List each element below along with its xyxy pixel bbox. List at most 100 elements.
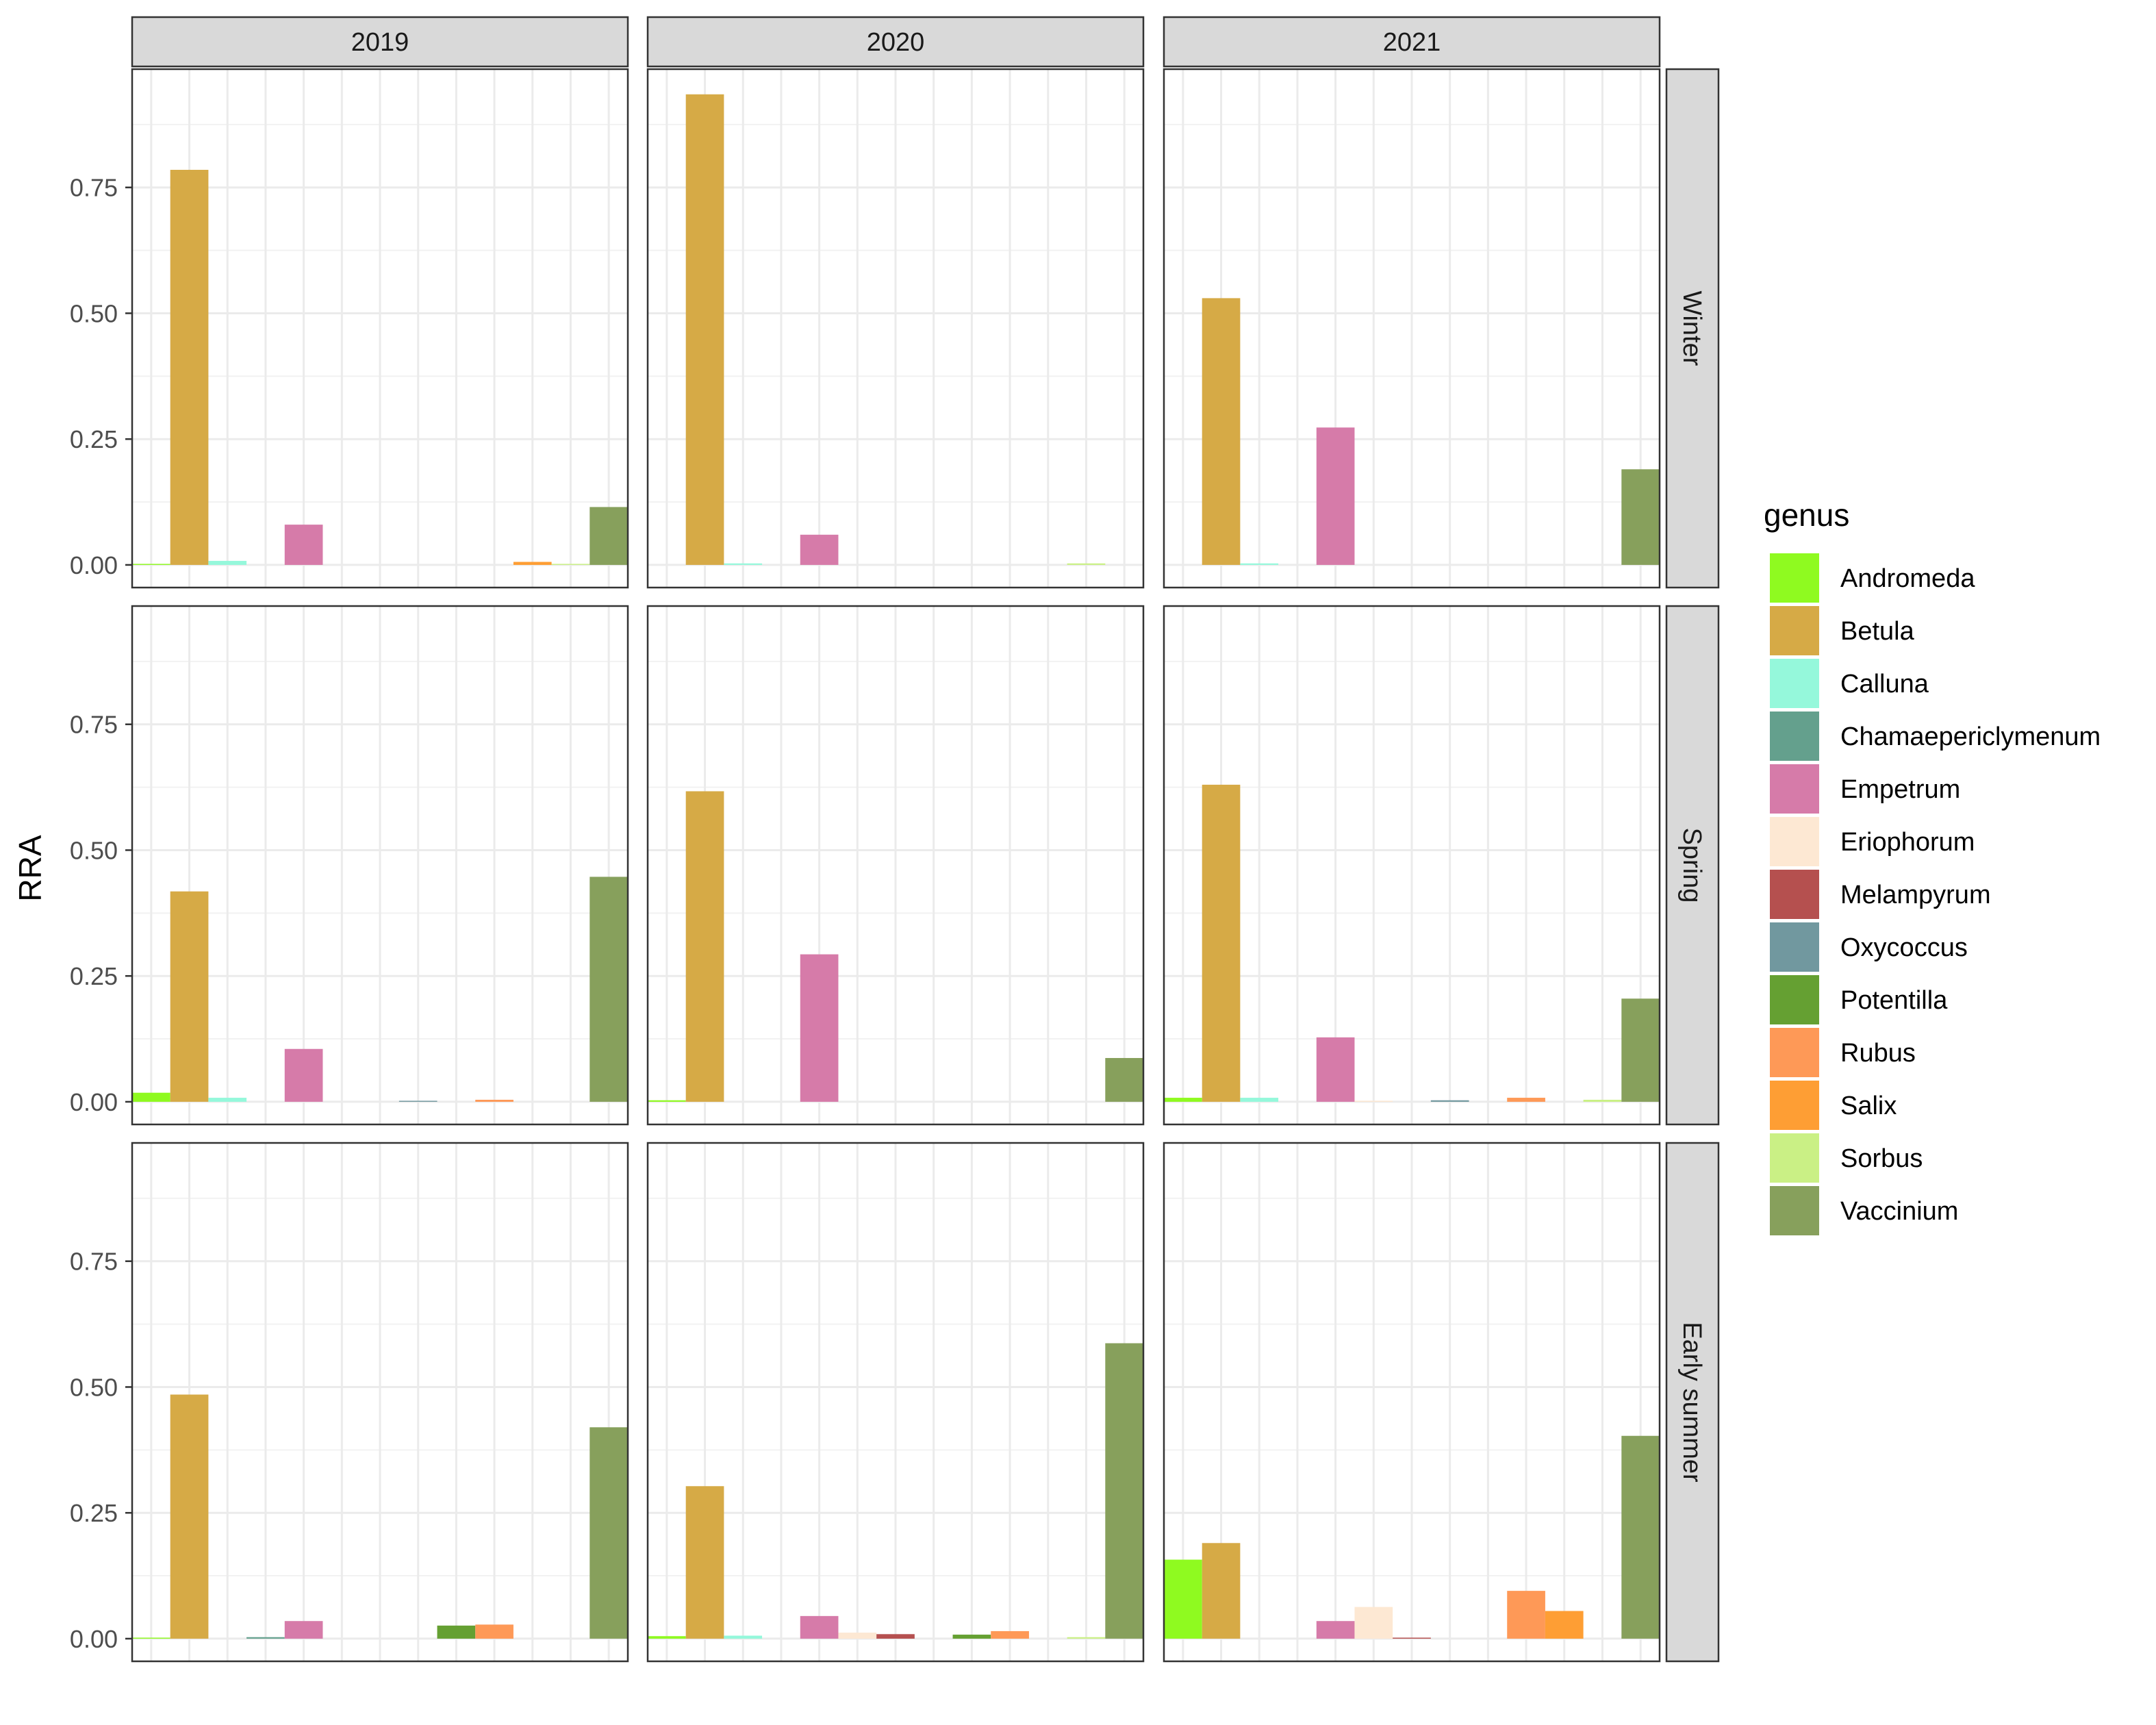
panel-2019-winter: [131, 68, 629, 589]
bar-oxycoccus: [1430, 1100, 1469, 1102]
bar-andromeda: [1164, 1559, 1202, 1639]
bar-betula: [170, 1394, 209, 1639]
bar-betula: [685, 1486, 724, 1639]
bar-vaccinium: [1105, 1057, 1143, 1102]
legend-key-potentilla: [1770, 975, 1819, 1024]
panel-border: [1163, 605, 1661, 1126]
bar-potentilla: [437, 1625, 476, 1639]
bar-potentilla: [952, 1635, 991, 1639]
y-tick-label: 0.00: [70, 551, 118, 579]
panel-border: [131, 1142, 629, 1663]
legend-key-chamaepericlymenum: [1770, 712, 1819, 761]
legend-key-eriophorum: [1770, 817, 1819, 866]
bar-eriophorum: [1354, 1607, 1393, 1639]
bar-andromeda: [648, 1636, 686, 1639]
bar-rubus: [475, 1099, 513, 1102]
bar-betula: [1202, 784, 1241, 1102]
bar-andromeda: [132, 1637, 170, 1639]
bar-andromeda: [648, 1100, 686, 1102]
bar-empetrum: [284, 1621, 323, 1639]
y-tick-label: 0.00: [70, 1625, 118, 1653]
bar-sorbus: [1067, 563, 1106, 565]
bar-betula: [170, 169, 209, 565]
panel-border: [646, 605, 1145, 1126]
panel-border: [1163, 1142, 1661, 1663]
y-tick-label: 0.50: [70, 1373, 118, 1401]
legend-label-sorbus: Sorbus: [1840, 1144, 1923, 1173]
legend-title: genus: [1764, 497, 1849, 533]
season-strip: [1665, 68, 1720, 589]
panel-2019-early-summer: [131, 1142, 629, 1663]
bar-empetrum: [1316, 427, 1355, 565]
bar-betula: [1202, 298, 1241, 565]
panel-2021-winter: [1163, 68, 1661, 589]
y-tick-label: 0.50: [70, 299, 118, 327]
y-tick-label: 0.25: [70, 425, 118, 453]
panel-border: [646, 1142, 1145, 1663]
bar-empetrum: [284, 1048, 323, 1102]
legend-label-melampyrum: Melampyrum: [1840, 881, 1991, 909]
panel-2020-early-summer: [646, 1142, 1145, 1663]
panel-2021-spring: [1163, 605, 1661, 1126]
legend-key-salix: [1770, 1081, 1819, 1130]
y-tick-label: 0.00: [70, 1088, 118, 1116]
bar-rubus: [991, 1630, 1029, 1639]
bar-andromeda: [1164, 1098, 1202, 1102]
bar-oxycoccus: [398, 1100, 437, 1102]
panel-2020-spring: [646, 605, 1145, 1126]
bar-vaccinium: [589, 877, 628, 1102]
legend-key-andromeda: [1770, 553, 1819, 603]
legend-key-rubus: [1770, 1028, 1819, 1077]
bar-melampyrum: [1393, 1637, 1431, 1639]
legend-key-calluna: [1770, 659, 1819, 708]
season-strip: [1665, 605, 1720, 1126]
bar-betula: [170, 891, 209, 1102]
bar-empetrum: [800, 954, 839, 1102]
bar-calluna: [208, 561, 247, 565]
y-tick-label: 0.25: [70, 962, 118, 990]
bar-calluna: [724, 1635, 763, 1639]
year-strip-label: 2021: [1383, 28, 1441, 57]
year-strip: [1163, 16, 1661, 68]
bar-eriophorum: [838, 1633, 877, 1639]
legend-key-betula: [1770, 606, 1819, 655]
bar-eriophorum: [1354, 1100, 1393, 1102]
panel-2020-winter: [646, 68, 1145, 589]
year-strip: [131, 16, 629, 68]
bar-betula: [685, 791, 724, 1102]
legend-label-empetrum: Empetrum: [1840, 775, 1960, 804]
legend-items: Andromeda Betula Calluna Chamaepericlymenum…: [1770, 553, 2101, 1235]
legend-label-andromeda: Andromeda: [1840, 564, 1975, 593]
season-strip: [1665, 1142, 1720, 1663]
bar-empetrum: [284, 525, 323, 565]
panel-border: [131, 605, 629, 1126]
panel-border: [1163, 68, 1661, 589]
bar-empetrum: [800, 1615, 839, 1639]
season-strip-label: Spring: [1677, 828, 1706, 903]
bar-betula: [1202, 1543, 1241, 1639]
year-strips: 2019 2020 2021: [131, 16, 1661, 68]
bar-betula: [685, 94, 724, 565]
y-tick-label: 0.75: [70, 174, 118, 202]
bar-calluna: [1240, 1098, 1279, 1102]
bar-vaccinium: [589, 507, 628, 565]
bar-sorbus: [1067, 1637, 1106, 1639]
legend-key-empetrum: [1770, 764, 1819, 814]
year-strip: [646, 16, 1145, 68]
legend-key-melampyrum: [1770, 870, 1819, 919]
legend-label-vaccinium: Vaccinium: [1840, 1197, 1958, 1226]
bar-empetrum: [1316, 1037, 1355, 1102]
y-axes: 0.00 0.25 0.50 0.75 0.00 0.25 0.50 0.75 0.00 0.25…: [70, 174, 132, 1653]
panel-border: [131, 68, 629, 589]
legend-label-calluna: Calluna: [1840, 670, 1929, 698]
bar-melampyrum: [876, 1634, 915, 1639]
legend-label-betula: Betula: [1840, 617, 1915, 646]
legend-label-potentilla: Potentilla: [1840, 986, 1948, 1015]
year-strip-label: 2020: [867, 28, 925, 57]
bar-rubus: [1507, 1098, 1545, 1102]
panel-2021-early-summer: [1163, 1142, 1661, 1663]
season-strip-label: Early summer: [1677, 1322, 1706, 1483]
legend-label-chamaepericlymenum: Chamaepericlymenum: [1840, 722, 2101, 751]
legend-label-rubus: Rubus: [1840, 1039, 1916, 1068]
